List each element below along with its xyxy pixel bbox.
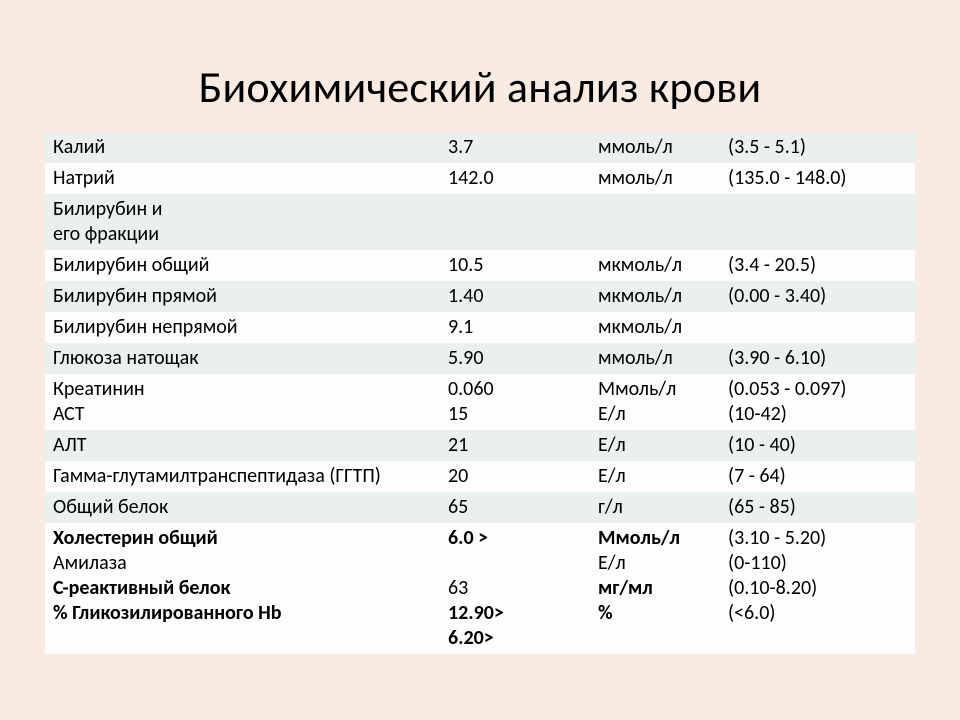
table-row: Креатинин АСТ0.060 15Ммоль/л Е/л(0.053 -…	[45, 374, 915, 430]
param-range	[720, 312, 915, 343]
param-unit: мкмоль/л	[590, 281, 720, 312]
table-row: Калий3.7ммоль/л(3.5 - 5.1)	[45, 132, 915, 163]
param-value: 5.90	[440, 343, 590, 374]
param-unit: г/л	[590, 492, 720, 523]
param-value: 0.060 15	[440, 374, 590, 430]
param-value: 10.5	[440, 250, 590, 281]
table-row: Билирубин общий10.5мкмоль/л(3.4 - 20.5)	[45, 250, 915, 281]
param-unit: Е/л	[590, 461, 720, 492]
param-name: Глюкоза натощак	[45, 343, 440, 374]
param-name: Креатинин АСТ	[45, 374, 440, 430]
results-table: Калий3.7ммоль/л(3.5 - 5.1)Натрий142.0ммо…	[45, 132, 915, 654]
param-unit: ммоль/л	[590, 343, 720, 374]
param-unit: мкмоль/л	[590, 250, 720, 281]
param-range: (135.0 - 148.0)	[720, 163, 915, 194]
table-row: Билирубин прямой1.40мкмоль/л(0.00 - 3.40…	[45, 281, 915, 312]
param-name: Общий белок	[45, 492, 440, 523]
param-range	[720, 194, 915, 250]
param-value: 3.7	[440, 132, 590, 163]
param-name: АЛТ	[45, 430, 440, 461]
param-range: (0.00 - 3.40)	[720, 281, 915, 312]
table-row: Гамма-глутамилтранспептидаза (ГГТП)20Е/л…	[45, 461, 915, 492]
param-name: Натрий	[45, 163, 440, 194]
param-unit: ммоль/л	[590, 132, 720, 163]
param-name: Билирубин прямой	[45, 281, 440, 312]
param-unit: Ммоль/лЕ/лмг/мл%	[590, 523, 720, 654]
table-row: Билирубин непрямой9.1мкмоль/л	[45, 312, 915, 343]
page-title: Биохимический анализ крови	[40, 60, 920, 114]
param-name: Гамма-глутамилтранспептидаза (ГГТП)	[45, 461, 440, 492]
param-unit: Е/л	[590, 430, 720, 461]
param-value: 1.40	[440, 281, 590, 312]
param-value: 6.0 >6312.90>6.20>	[440, 523, 590, 654]
param-name: Билирубин непрямой	[45, 312, 440, 343]
param-name: Билирубин общий	[45, 250, 440, 281]
param-unit: мкмоль/л	[590, 312, 720, 343]
param-name: Калий	[45, 132, 440, 163]
param-range: (7 - 64)	[720, 461, 915, 492]
param-unit: ммоль/л	[590, 163, 720, 194]
table-row: Глюкоза натощак5.90ммоль/л(3.90 - 6.10)	[45, 343, 915, 374]
param-name: Билирубин и его фракции	[45, 194, 440, 250]
param-range: (3.90 - 6.10)	[720, 343, 915, 374]
param-value: 21	[440, 430, 590, 461]
table-row: Билирубин и его фракции	[45, 194, 915, 250]
param-value	[440, 194, 590, 250]
param-range: (65 - 85)	[720, 492, 915, 523]
table-row: Холестерин общийАмилазаС-реактивный бело…	[45, 523, 915, 654]
param-range: (3.5 - 5.1)	[720, 132, 915, 163]
param-unit	[590, 194, 720, 250]
param-value: 20	[440, 461, 590, 492]
table-row: АЛТ21Е/л(10 - 40)	[45, 430, 915, 461]
param-range: (10 - 40)	[720, 430, 915, 461]
param-value: 142.0	[440, 163, 590, 194]
param-value: 65	[440, 492, 590, 523]
param-range: (3.4 - 20.5)	[720, 250, 915, 281]
table-row: Общий белок65г/л(65 - 85)	[45, 492, 915, 523]
table-row: Натрий142.0ммоль/л(135.0 - 148.0)	[45, 163, 915, 194]
param-value: 9.1	[440, 312, 590, 343]
param-unit: Ммоль/л Е/л	[590, 374, 720, 430]
param-range: (0.053 - 0.097) (10-42)	[720, 374, 915, 430]
param-range: (3.10 - 5.20) (0-110) (0.10-8.20) (<6.0)	[720, 523, 915, 654]
param-name: Холестерин общийАмилазаС-реактивный бело…	[45, 523, 440, 654]
